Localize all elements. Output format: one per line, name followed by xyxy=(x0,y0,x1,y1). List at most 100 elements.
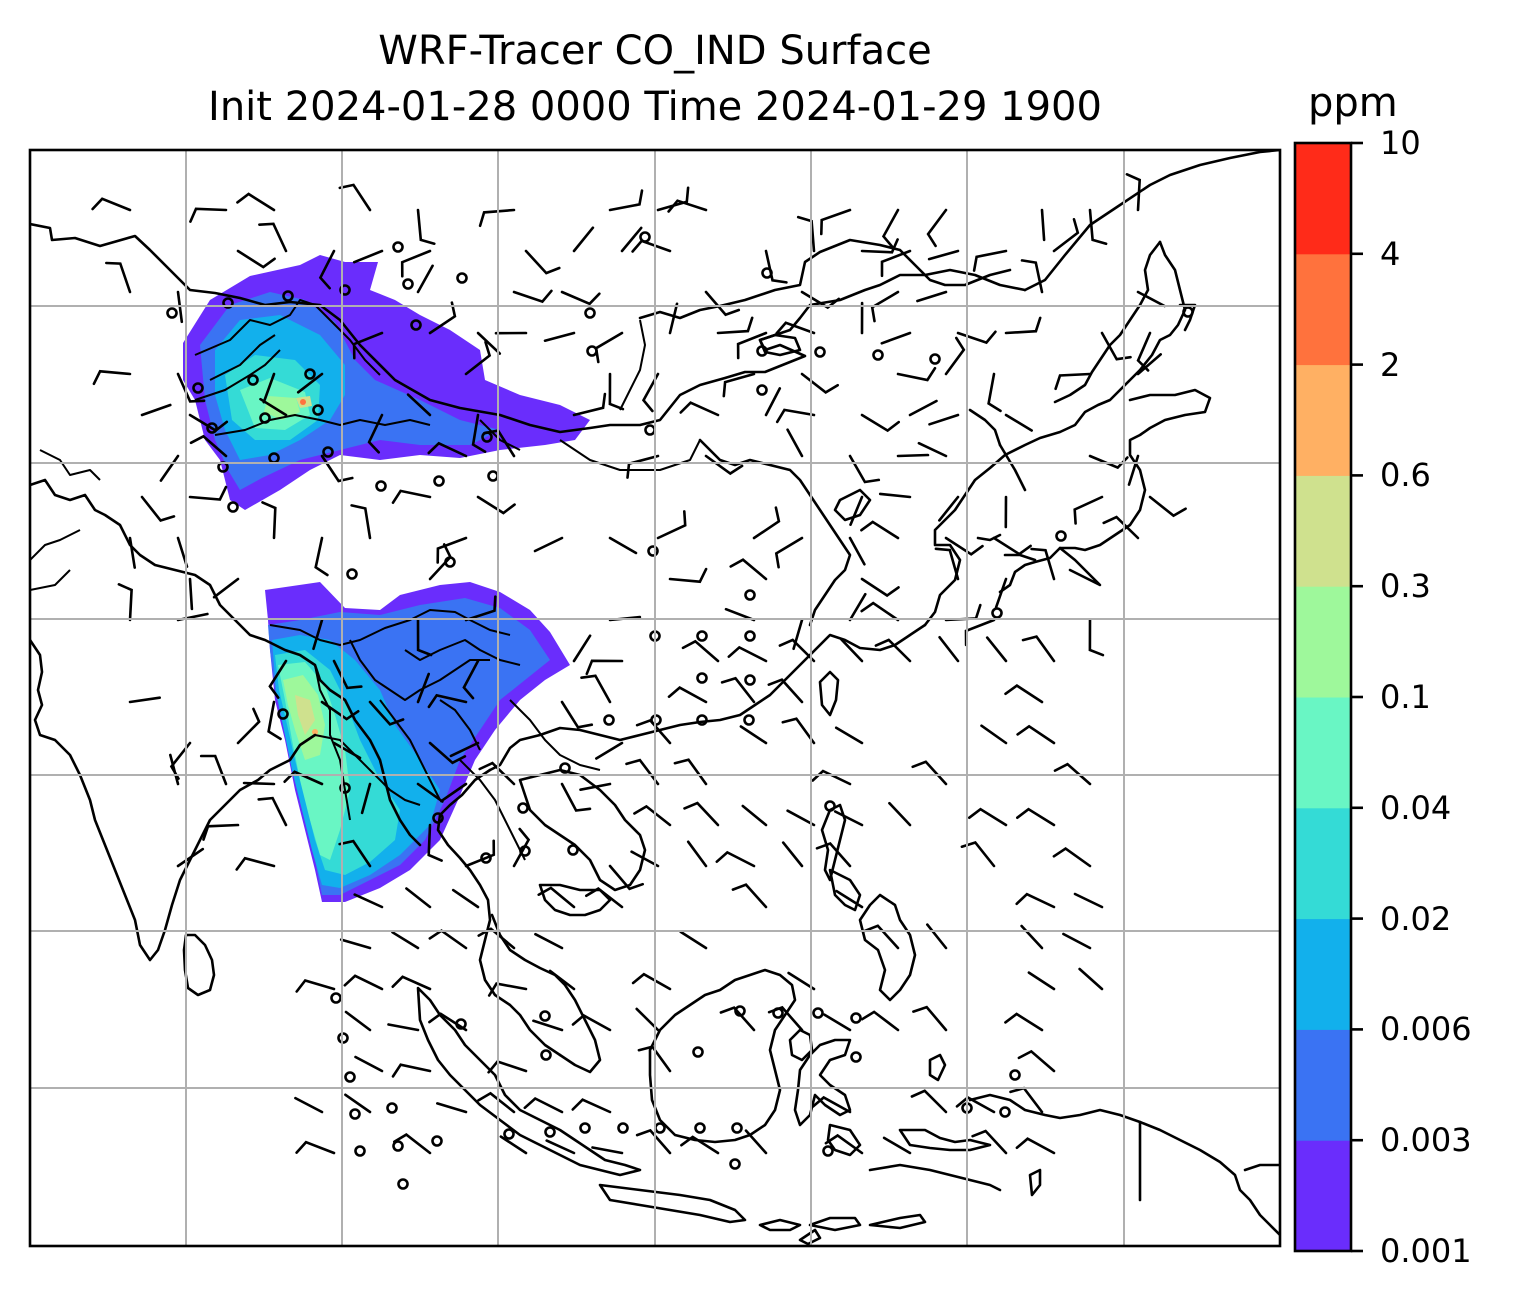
calm-wind-circle xyxy=(392,241,404,253)
wind-barb xyxy=(338,839,372,868)
wind-barb xyxy=(704,454,744,476)
colorbar-tick-label: 0.3 xyxy=(1380,567,1431,606)
wind-barb xyxy=(1027,971,1056,991)
wind-barb xyxy=(312,618,324,651)
wind-barb xyxy=(295,979,336,993)
wind-barb xyxy=(140,495,176,523)
wind-barb xyxy=(917,441,948,458)
calm-wind-circle xyxy=(559,762,571,774)
wind-barb xyxy=(533,536,564,553)
wind-barb xyxy=(543,331,576,342)
calm-wind-circle xyxy=(227,501,239,513)
wind-barb xyxy=(202,823,240,841)
wind-barb xyxy=(744,1129,768,1155)
calm-wind-circle xyxy=(392,1140,404,1152)
calm-wind-circle xyxy=(375,480,387,492)
calm-wind-circle xyxy=(756,384,768,396)
wind-barb xyxy=(835,889,864,909)
wind-barb xyxy=(926,923,948,950)
calm-wind-circle xyxy=(432,812,444,824)
map-title-line-1: WRF-Tracer CO_IND Surface xyxy=(378,28,932,74)
wind-barb xyxy=(1040,208,1046,242)
colorbar-tick-label: 0.1 xyxy=(1380,678,1431,716)
calm-wind-circle xyxy=(304,368,316,380)
calm-wind-circle xyxy=(586,345,598,357)
calm-wind-circle xyxy=(872,349,884,361)
wind-barb xyxy=(268,659,288,699)
wind-barb xyxy=(722,372,756,398)
wind-barb xyxy=(608,536,638,555)
wind-barb xyxy=(680,1135,720,1155)
wind-barb xyxy=(354,1055,384,1073)
wind-barb xyxy=(994,577,1008,609)
wind-barb xyxy=(585,887,624,909)
calm-wind-circle xyxy=(259,412,271,424)
calm-wind-circle xyxy=(617,1122,629,1134)
wind-barb xyxy=(338,183,372,212)
wind-barb xyxy=(353,893,384,909)
wind-barb xyxy=(1136,353,1162,376)
wind-barb xyxy=(462,659,480,700)
wind-barb xyxy=(368,700,405,726)
wind-barb xyxy=(980,724,1008,745)
wind-barb xyxy=(523,1096,564,1114)
wind-barb xyxy=(440,782,468,803)
wind-barb xyxy=(188,577,194,611)
wind-barb xyxy=(987,372,1002,413)
calm-wind-circle xyxy=(339,782,351,794)
wind-barb xyxy=(92,369,132,386)
wind-barb xyxy=(1016,807,1056,827)
wind-barb xyxy=(524,249,561,275)
colorbar-band xyxy=(1295,364,1351,476)
calm-wind-circle xyxy=(282,290,294,302)
wind-barb xyxy=(860,520,900,540)
wind-barb xyxy=(774,536,804,569)
wind-barb xyxy=(870,290,900,323)
calm-wind-circle xyxy=(744,589,756,601)
wind-barb xyxy=(968,807,1008,827)
wind-barb xyxy=(928,413,960,426)
colorbar-band xyxy=(1295,475,1351,587)
calm-wind-circle xyxy=(481,431,493,443)
wind-barb xyxy=(927,249,960,261)
wind-barb xyxy=(235,856,276,871)
wind-barb xyxy=(476,331,502,355)
wind-barb xyxy=(1020,924,1044,950)
wind-barb xyxy=(896,453,930,458)
wind-barb xyxy=(863,924,900,950)
wind-barb xyxy=(1053,762,1092,786)
map-title-line-2: Init 2024-01-28 0000 Time 2024-01-29 190… xyxy=(208,84,1102,130)
wind-barb xyxy=(393,1133,432,1155)
wind-barb xyxy=(427,693,468,709)
wind-barb xyxy=(786,428,804,458)
wind-barb xyxy=(1052,218,1080,253)
wind-barb xyxy=(436,1102,468,1114)
map-gridlines xyxy=(30,150,1280,1246)
wind-barb xyxy=(464,595,497,622)
calm-wind-circle xyxy=(929,353,941,365)
wind-barb xyxy=(881,208,900,249)
wind-barb xyxy=(741,804,768,827)
calm-wind-circle xyxy=(277,708,289,720)
wind-barb xyxy=(572,226,595,253)
wind-barb xyxy=(683,801,720,827)
wind-barb xyxy=(1052,847,1092,868)
wind-barb xyxy=(400,249,432,278)
wind-barb xyxy=(387,1023,420,1032)
wind-barb xyxy=(1088,618,1105,657)
wind-barb xyxy=(916,290,948,303)
wind-barb xyxy=(608,864,644,891)
colorbar-tick-label: 0.04 xyxy=(1380,788,1452,827)
colorbar-tick-label: 0.02 xyxy=(1380,899,1452,938)
wind-barb xyxy=(477,927,516,950)
calm-wind-circle xyxy=(503,1128,515,1140)
calm-wind-circle xyxy=(772,1007,784,1019)
calm-wind-circle xyxy=(584,307,596,319)
wind-barb xyxy=(572,634,592,663)
wind-barb xyxy=(704,290,741,317)
calm-wind-circle xyxy=(192,382,204,394)
wind-barb xyxy=(641,372,660,413)
wind-barb xyxy=(849,495,864,526)
wind-barb xyxy=(752,506,781,540)
wind-barb xyxy=(1020,259,1044,294)
